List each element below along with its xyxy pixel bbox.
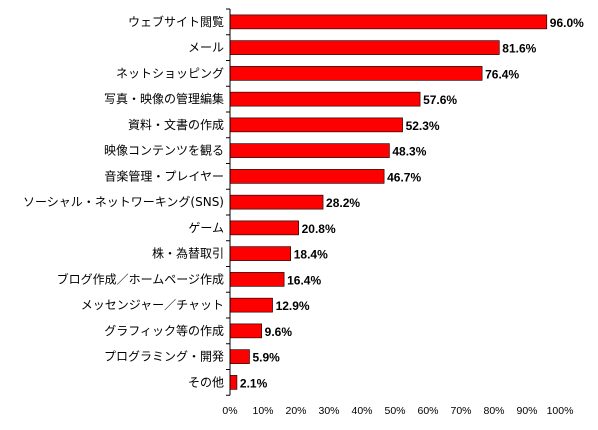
x-tick-label: 10% xyxy=(252,405,273,417)
x-tick-label: 40% xyxy=(351,405,372,417)
value-label: 96.0% xyxy=(550,16,584,30)
category-label: メッセンジャー／チャット xyxy=(81,298,224,312)
category-label: ソーシャル・ネットワーキング(SNS) xyxy=(23,195,224,209)
labels-group: ウェブサイト閲覧 96.0% メール 81.6% ネットショッピング 76.4% 写真・映像… xyxy=(23,14,584,391)
value-label: 16.4% xyxy=(287,273,321,287)
category-label: 音楽管理・プレイヤー xyxy=(104,168,224,183)
category-label: プログラミング・開発 xyxy=(104,350,224,364)
value-label: 76.4% xyxy=(485,67,519,81)
axis-group: 0% 10% 20% 30% 40% 50% 60% 70% 80% 90% 100% xyxy=(222,8,574,417)
bar xyxy=(229,169,385,184)
x-tick-label: 60% xyxy=(417,405,438,417)
x-tick-label: 100% xyxy=(547,405,574,417)
x-tick-label: 80% xyxy=(483,405,504,417)
bar xyxy=(229,246,292,261)
value-label: 57.6% xyxy=(423,93,457,107)
value-label: 18.4% xyxy=(294,248,328,262)
category-label: ウェブサイト閲覧 xyxy=(128,14,224,29)
x-tick-label: 0% xyxy=(222,405,237,417)
bar xyxy=(229,220,299,236)
bar xyxy=(229,297,273,313)
category-label: 株・為替取引 xyxy=(152,246,224,261)
category-label: ゲーム xyxy=(188,221,224,235)
category-label: グラフィック等の作成 xyxy=(104,324,224,338)
bar xyxy=(229,194,324,210)
value-label: 28.2% xyxy=(326,196,360,210)
bar xyxy=(229,117,403,133)
x-tick-label: 30% xyxy=(318,405,339,417)
value-label: 81.6% xyxy=(502,42,536,56)
value-label: 2.1% xyxy=(240,376,268,390)
value-label: 46.7% xyxy=(387,170,421,184)
bar xyxy=(229,323,262,339)
value-label: 5.9% xyxy=(252,351,280,365)
category-label: ブログ作成／ホームページ作成 xyxy=(57,271,224,286)
category-label: ネットショッピング xyxy=(116,66,224,80)
category-label: その他 xyxy=(188,375,224,389)
bar xyxy=(229,349,250,364)
category-label: 映像コンテンツを観る xyxy=(104,144,224,158)
category-label: 資料・文書の作成 xyxy=(128,117,224,132)
value-label: 20.8% xyxy=(302,222,336,236)
bar xyxy=(229,40,500,55)
value-label: 52.3% xyxy=(406,119,440,133)
x-tick-label: 50% xyxy=(384,405,405,417)
bar xyxy=(229,66,483,81)
bar xyxy=(229,14,548,30)
value-label: 48.3% xyxy=(392,145,426,159)
x-tick-label: 70% xyxy=(450,405,471,417)
bar xyxy=(229,143,390,158)
bar xyxy=(229,91,421,107)
bar xyxy=(229,272,285,287)
value-label: 9.6% xyxy=(265,325,293,339)
x-tick-label: 90% xyxy=(516,405,537,417)
x-tick-label: 20% xyxy=(285,405,306,417)
category-label: メール xyxy=(188,41,224,55)
value-label: 12.9% xyxy=(276,299,310,313)
category-label: 写真・映像の管理編集 xyxy=(104,91,224,106)
bar xyxy=(229,375,238,390)
